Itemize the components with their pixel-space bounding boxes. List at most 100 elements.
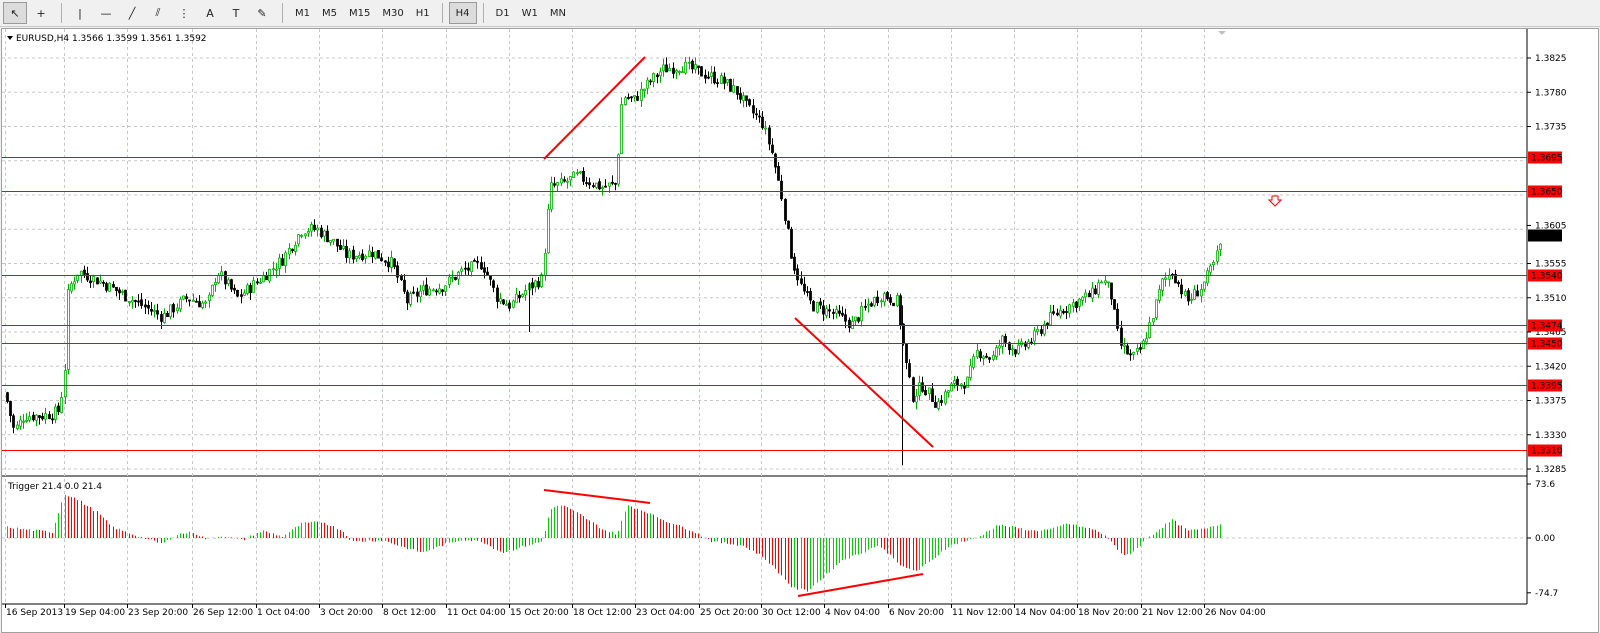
candle-body [1203,281,1206,290]
candle-body [524,290,527,296]
candle-body [1126,345,1129,355]
timeframe-m1-button[interactable]: M1 [295,7,310,19]
candle-body [819,301,822,306]
timeframe-h1-button[interactable]: H1 [415,7,430,19]
collapse-triangle-icon[interactable] [7,36,13,40]
current-price-tag [1528,229,1562,242]
indicator-trendline-top[interactable] [543,489,651,504]
candle-body [588,182,591,186]
candle-body [284,252,287,267]
date-label: 23 Oct 04:00 [636,608,695,618]
chart-window[interactable]: 1.3825 1.3780 1.3735 1.3605 1.3555 1.3510 1.34… [1,28,1599,633]
candle-body [192,300,195,302]
text-tool-button[interactable]: A [198,2,222,24]
trendline-up[interactable] [543,56,646,160]
candle-body [99,280,102,284]
candle-body [582,171,585,182]
candle-body [774,153,777,168]
candle-body [1148,322,1151,339]
candle-body [736,86,739,95]
candle-body [326,230,329,243]
arrows-tool-button[interactable]: ✎ [250,2,274,24]
candle-body [928,387,931,395]
candle-body [227,279,230,285]
candle-body [1027,341,1030,348]
horizontal-line-tool-button[interactable]: — [94,2,118,24]
timeframe-h4-button[interactable]: H4 [448,2,477,24]
candle-body [515,293,518,303]
trendline-down[interactable] [794,317,934,448]
equidistant-channel-tool-button[interactable]: ⫽ [146,2,170,24]
candle-body [224,271,227,285]
candle-body [848,319,851,328]
timeframe-mn-button[interactable]: MN [549,7,566,19]
price-tick-label: 1.3555 [1535,260,1567,270]
candle-body [179,298,182,310]
candle-body [780,180,783,200]
fibonacci-tool-button[interactable]: ⋮ [172,2,196,24]
candle-body [1216,250,1219,262]
timeframe-m5-button[interactable]: M5 [322,7,337,19]
candle-body [732,85,735,93]
date-label: 25 Oct 20:00 [700,608,759,618]
timeframe-d1-button[interactable]: D1 [495,7,510,19]
candle-body [915,395,918,403]
candle-body [134,300,137,302]
candle-body [892,302,895,307]
vertical-line-tool-button[interactable]: | [68,2,92,24]
crosshair-tool-button[interactable]: + [29,2,53,24]
candle-body [275,268,278,271]
cursor-tool-button[interactable]: ↖ [3,2,27,24]
candle-body [985,355,988,358]
date-label: 26 Nov 04:00 [1205,608,1266,618]
indicator-trendline-bottom[interactable] [797,573,924,597]
candle-body [1187,290,1190,302]
candle-body [249,285,252,294]
price-tick-label: 1.3510 [1535,294,1567,304]
candle-body [796,268,799,281]
price-tick-label: 1.3605 [1535,221,1567,231]
candle-body [48,414,51,419]
candle-body [521,294,524,297]
candle-body [496,287,499,302]
candle-body [867,303,870,306]
candle-body [89,280,92,284]
candle-body [332,238,335,242]
candle-body [563,179,566,182]
candle-body [931,388,934,402]
timeframe-m15-button[interactable]: M15 [349,7,371,19]
candle-body [662,64,665,72]
candle-body [1059,309,1062,317]
candle-body [976,349,979,358]
candle-body [944,391,947,404]
candle-body [470,261,473,273]
candle-body [166,312,169,318]
candle-body [380,257,383,262]
candle-body [864,305,867,308]
crosshair-tool-icon: + [36,6,46,20]
timeframe-m30-button[interactable]: M30 [382,7,404,19]
candle-body [518,294,521,299]
candle-body [1136,348,1139,352]
candle-body [374,251,377,259]
candle-body [236,290,239,297]
candle-body [886,292,889,300]
candle-body [700,66,703,77]
trendline-tool-button[interactable]: ╱ [120,2,144,24]
text-label-tool-button[interactable]: T [224,2,248,24]
candle-body [230,279,233,290]
indicator-label: Trigger 21.4 0.0 21.4 [7,482,102,492]
candle-body [1097,282,1100,295]
candle-body [691,60,694,70]
candle-body [550,182,553,210]
candle-body [1081,296,1084,301]
candle-body [585,182,588,185]
candle-body [617,154,620,185]
toolbar-separator [441,3,443,23]
candle-body [988,357,991,360]
chart-canvas[interactable]: 1.3825 1.3780 1.3735 1.3605 1.3555 1.3510 1.34… [2,29,1598,632]
candle-body [1190,298,1193,301]
candle-body [28,416,31,421]
timeframe-w1-button[interactable]: W1 [521,7,538,19]
candle-body [675,70,678,73]
